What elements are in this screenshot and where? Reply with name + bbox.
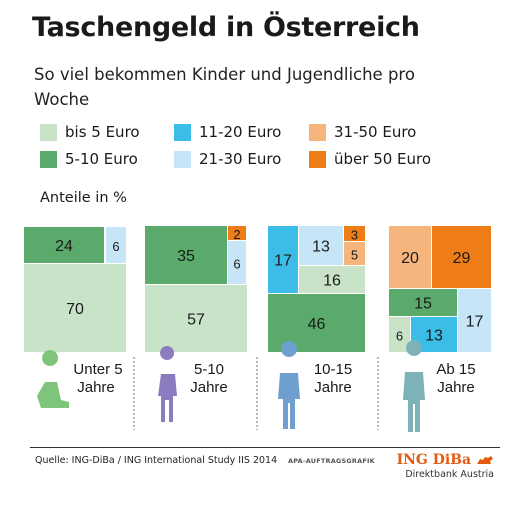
legend-swatch [40, 151, 57, 168]
legend-swatch [309, 151, 326, 168]
legend-swatch [174, 151, 191, 168]
brand-name: ING DiBa [396, 452, 472, 468]
source-note: Quelle: ING-DiBa / ING International Stu… [35, 455, 278, 466]
group-label: Jahre [190, 379, 228, 396]
treemap-tile [268, 226, 298, 293]
treemap-tile [299, 266, 365, 293]
treemap-tile [389, 226, 431, 288]
legend-label: bis 5 Euro [65, 123, 140, 141]
legend-label: über 50 Euro [334, 150, 432, 168]
treemap-tile [228, 226, 246, 240]
tile-value-label: 6 [112, 239, 119, 254]
group-label: 10-15 [314, 361, 352, 378]
treemap-tile [389, 289, 457, 316]
treemap-tile [228, 241, 246, 284]
tile-value-label: 46 [308, 316, 326, 333]
treemap-tile [106, 227, 126, 263]
girl-figure-icon [158, 346, 177, 422]
treemap-tile [24, 264, 126, 352]
tile-value-label: 2 [233, 227, 240, 242]
tile-value-label: 3 [351, 228, 358, 243]
tile-value-label: 15 [414, 296, 432, 313]
tile-value-label: 20 [401, 250, 419, 267]
teen-figure-icon [403, 340, 425, 432]
treemap-tile [145, 226, 227, 284]
legend-label: 21-30 Euro [199, 150, 282, 168]
treemap-tile [344, 226, 365, 241]
treemap-tile [299, 226, 343, 265]
graphic-credit: APA-AUFTRAGSGRAFIK [288, 457, 375, 465]
treemap-tile [24, 227, 104, 263]
tile-value-label: 17 [466, 314, 484, 331]
tile-value-label: 70 [66, 301, 84, 318]
legend-label: 31-50 Euro [334, 123, 417, 141]
chart-subtitle: So viel bekommen Kinder und Jugendliche … [34, 65, 415, 109]
legend-label: 5-10 Euro [65, 150, 138, 168]
group-label: 5-10 [194, 361, 224, 378]
footer-divider [30, 447, 500, 448]
treemap-tile [432, 226, 491, 288]
brand-subtitle: Direktbank Austria [405, 469, 494, 480]
legend-label: 11-20 Euro [199, 123, 282, 141]
tile-value-label: 6 [396, 329, 403, 344]
legend-swatch [309, 124, 326, 141]
group-label: Ab 15 [436, 361, 475, 378]
tile-value-label: 16 [323, 273, 341, 290]
tile-value-label: 5 [351, 248, 358, 263]
treemap-tile [389, 317, 410, 352]
group-label: Jahre [314, 379, 352, 396]
group-label: Jahre [77, 379, 115, 396]
tile-value-label: 17 [274, 253, 292, 270]
group-label: Jahre [437, 379, 475, 396]
legend-swatch [174, 124, 191, 141]
lion-icon [477, 456, 493, 464]
tile-value-label: 24 [55, 238, 73, 255]
treemap-tile [344, 242, 365, 265]
brand-logo: ING DiBa Direktbank Austria [397, 451, 494, 481]
unit-label: Anteile in % [40, 190, 127, 206]
legend-swatch [40, 124, 57, 141]
tile-value-label: 35 [177, 248, 195, 265]
boy-figure-icon [278, 341, 300, 429]
treemap-tile [268, 294, 365, 352]
tile-value-label: 6 [233, 257, 240, 272]
tile-value-label: 57 [187, 312, 205, 329]
treemap-tile [458, 289, 491, 352]
chart-title: Taschengeld in Österreich [32, 12, 420, 43]
tile-value-label: 13 [425, 328, 443, 345]
sitting-child-icon [37, 350, 69, 408]
group-label: Unter 5 [73, 361, 122, 378]
tile-value-label: 29 [453, 250, 471, 267]
treemap-tile [145, 285, 247, 352]
tile-value-label: 13 [312, 239, 330, 256]
